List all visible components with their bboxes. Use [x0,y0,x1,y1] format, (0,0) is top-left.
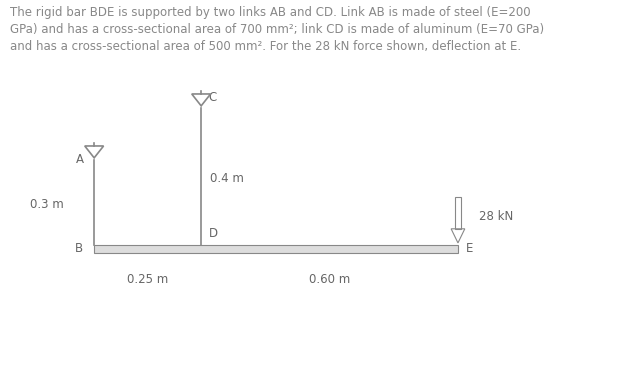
Text: The rigid bar BDE is supported by two links AB and CD. Link AB is made of steel : The rigid bar BDE is supported by two li… [10,6,544,53]
Text: E: E [465,242,473,255]
Text: D: D [209,227,218,239]
Text: 0.4 m: 0.4 m [210,172,243,185]
Text: A: A [76,153,83,166]
Text: 0.60 m: 0.60 m [309,273,350,286]
Text: B: B [75,242,83,255]
Text: 0.25 m: 0.25 m [127,273,168,286]
Bar [94,245,458,253]
Text: C: C [209,91,217,104]
Text: 0.3 m: 0.3 m [30,198,64,211]
Text: 28 kN: 28 kN [480,210,514,223]
Bar [455,197,460,229]
